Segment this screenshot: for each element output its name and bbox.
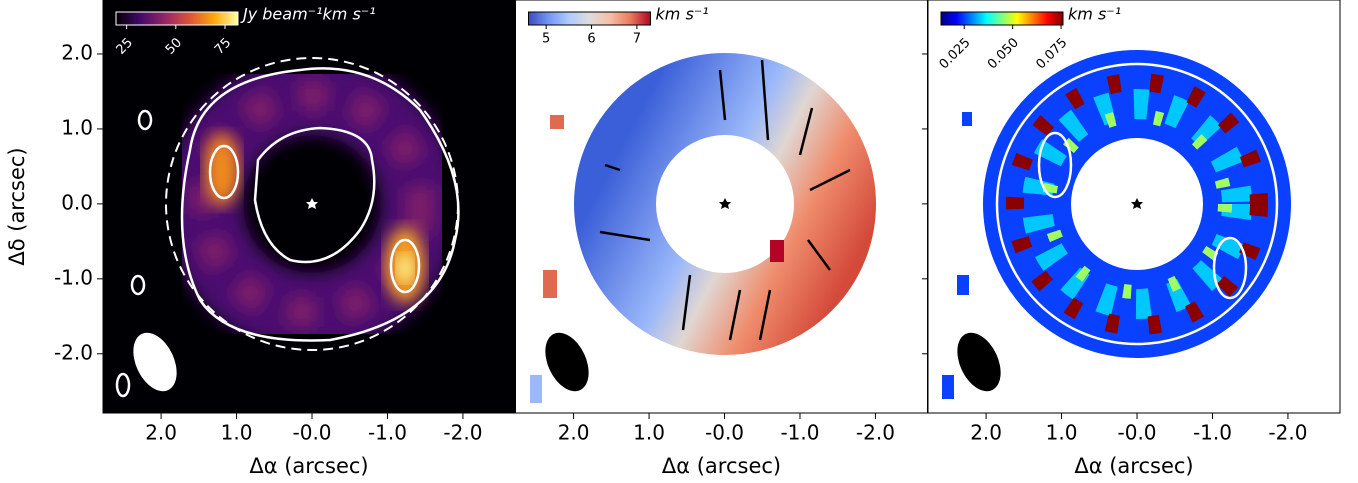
x-tick-label: 2.0: [970, 421, 1002, 445]
x-tick-label: -1.0: [780, 421, 819, 445]
y-tick-label: 0.0: [61, 190, 93, 214]
dispersion-map: [942, 50, 1291, 399]
x-axis-label: Δα (arcsec): [662, 454, 781, 478]
y-tick-label: -2.0: [54, 340, 93, 364]
colorbar: [528, 11, 651, 26]
colorbar: [940, 11, 1064, 26]
colorbar-tick-label: 0.075: [1033, 35, 1070, 72]
x-tick-label: -0.0: [293, 421, 332, 445]
panel-frame: [927, 0, 1341, 414]
colorbar-tick-label: 6: [587, 32, 595, 47]
colorbar-label: km s⁻¹: [656, 5, 709, 24]
colorbar-tick-label: 0.050: [985, 35, 1022, 72]
x-tick-label: -0.0: [1118, 421, 1157, 445]
y-axis-label: Δδ (arcsec): [5, 147, 29, 265]
intensity-map: [103, 0, 515, 413]
y-tick-label: -1.0: [54, 265, 93, 289]
colorbar-label: Jy beam⁻¹km s⁻¹: [240, 5, 376, 24]
x-tick-label: 1.0: [1046, 421, 1078, 445]
x-tick-label: 1.0: [633, 421, 665, 445]
colorbar: [115, 11, 239, 26]
colorbar-tick-label: 5: [542, 32, 550, 47]
x-tick-label: -2.0: [443, 421, 482, 445]
colorbar-label: km s⁻¹: [1068, 5, 1121, 24]
colorbar-tick-label: 7: [633, 32, 641, 47]
x-tick-label: 2.0: [558, 421, 590, 445]
x-tick-label: -1.0: [1193, 421, 1232, 445]
x-tick-label: -2.0: [856, 421, 895, 445]
x-tick-label: -0.0: [705, 421, 744, 445]
y-tick-label: 2.0: [61, 40, 93, 64]
x-tick-label: 2.0: [145, 421, 177, 445]
velocity-map: [530, 53, 876, 403]
x-tick-label: -2.0: [1268, 421, 1307, 445]
x-axis-label: Δα (arcsec): [1074, 454, 1193, 478]
x-axis-label: Δα (arcsec): [249, 454, 368, 478]
y-tick-label: 1.0: [61, 115, 93, 139]
x-tick-label: 1.0: [221, 421, 253, 445]
colorbar-tick-label: 0.025: [937, 35, 974, 72]
x-tick-label: -1.0: [368, 421, 407, 445]
